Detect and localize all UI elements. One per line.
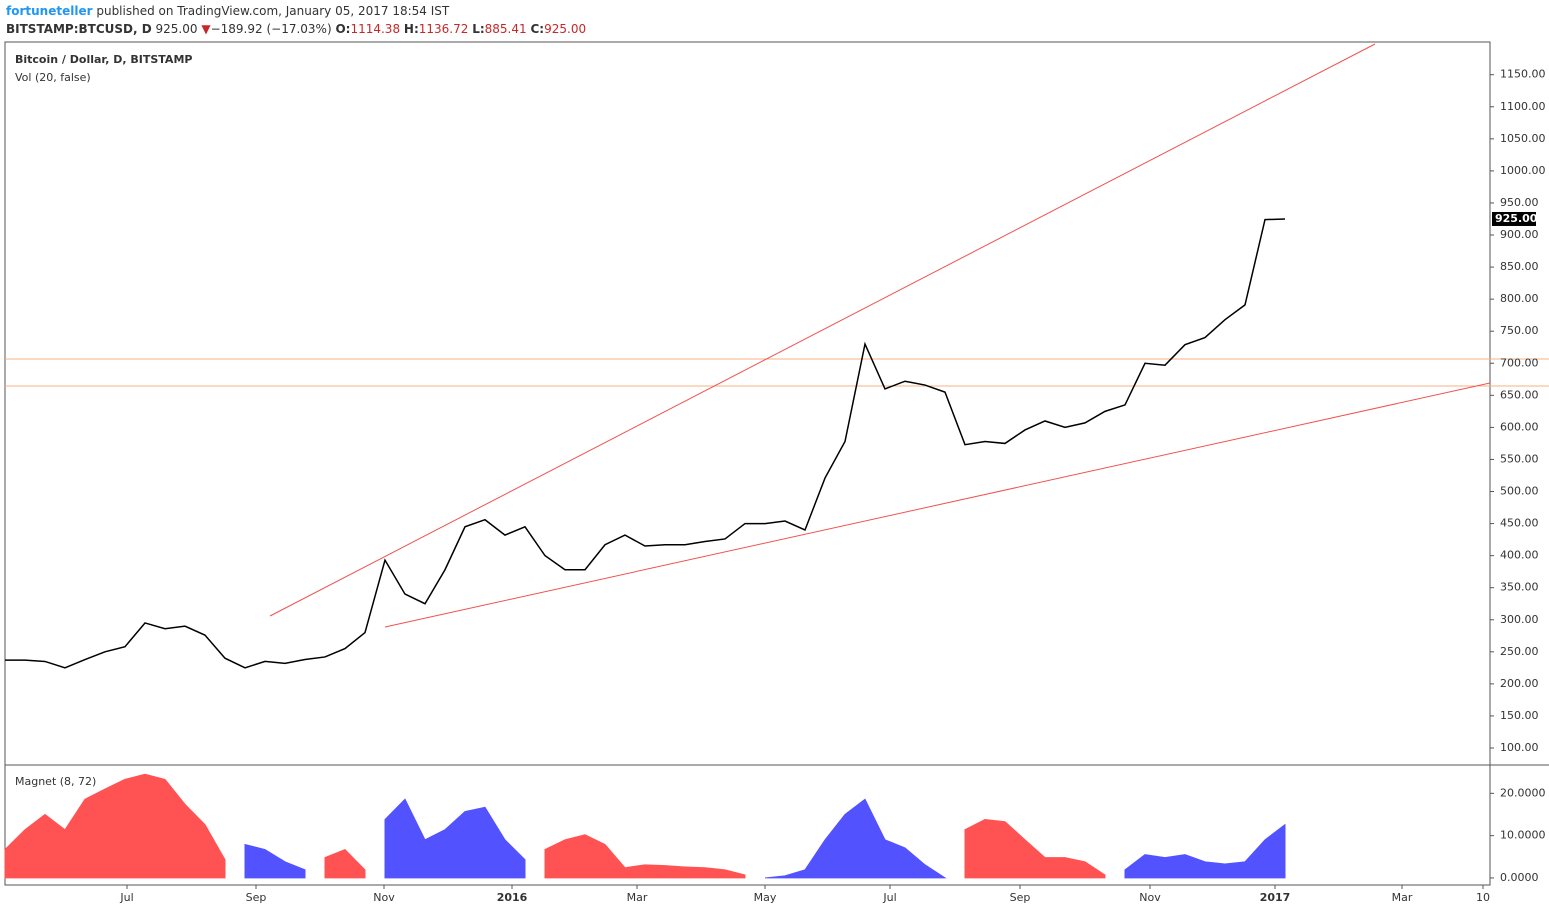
pane-subtitle: Vol (20, false) bbox=[15, 71, 91, 84]
magnet-area bbox=[244, 843, 306, 879]
change: −189.92 (−17.03%) bbox=[211, 22, 332, 36]
y-tick-label: 800.00 bbox=[1500, 292, 1539, 305]
high: 1136.72 bbox=[419, 22, 469, 36]
y-tick-label: 350.00 bbox=[1500, 581, 1539, 594]
x-tick-label: Mar bbox=[1392, 891, 1413, 904]
low: 885.41 bbox=[485, 22, 527, 36]
last: 925.00 bbox=[156, 22, 198, 36]
price-line bbox=[5, 218, 1286, 669]
y-tick-label: 900.00 bbox=[1500, 228, 1539, 241]
pane-title: Bitcoin / Dollar, D, BITSTAMP bbox=[15, 53, 192, 66]
magnet-area bbox=[1124, 823, 1286, 879]
y-tick-label: 100.00 bbox=[1500, 741, 1539, 754]
y-tick-label: 850.00 bbox=[1500, 260, 1539, 273]
y-tick-label: 1100.00 bbox=[1500, 100, 1546, 113]
y-tick-label: 1050.00 bbox=[1500, 132, 1546, 145]
magnet-area bbox=[4, 773, 226, 879]
magnet-area bbox=[384, 798, 526, 879]
h-key: H: bbox=[404, 22, 419, 36]
y-tick-label: 300.00 bbox=[1500, 613, 1539, 626]
x-tick-label: Nov bbox=[373, 891, 395, 904]
frame bbox=[4, 41, 1491, 886]
x-tick-label: 10 bbox=[1476, 891, 1490, 904]
y-tick-label: 1000.00 bbox=[1500, 164, 1546, 177]
c-key: C: bbox=[530, 22, 544, 36]
symbol-line: BITSTAMP:BTCUSD, D 925.00 ▼−189.92 (−17.… bbox=[6, 22, 586, 36]
magnet-area bbox=[324, 849, 366, 879]
x-tick-label: May bbox=[754, 891, 777, 904]
y-tick-label: 750.00 bbox=[1500, 324, 1539, 337]
trend-line bbox=[384, 382, 1491, 628]
symbol: BITSTAMP:BTCUSD, D bbox=[6, 22, 152, 36]
y-tick-label: 500.00 bbox=[1500, 485, 1539, 498]
header-line: fortuneteller published on TradingView.c… bbox=[6, 4, 450, 18]
y-tick-label: 400.00 bbox=[1500, 549, 1539, 562]
y-tick-label: 150.00 bbox=[1500, 709, 1539, 722]
x-tick-label: Jul bbox=[882, 891, 896, 904]
y-tick-label: 650.00 bbox=[1500, 388, 1539, 401]
x-tick-label: Mar bbox=[627, 891, 648, 904]
magnet-area bbox=[544, 834, 746, 879]
y-tick-label: 200.00 bbox=[1500, 677, 1539, 690]
y-tick-label: 450.00 bbox=[1500, 517, 1539, 530]
y-tick-label: 550.00 bbox=[1500, 452, 1539, 465]
x-tick-label: 2016 bbox=[497, 891, 528, 904]
l-key: L: bbox=[472, 22, 484, 36]
published: published on TradingView.com, January 05… bbox=[96, 4, 450, 18]
o-key: O: bbox=[335, 22, 350, 36]
magnet-area bbox=[764, 798, 947, 879]
x-tick-label: Nov bbox=[1139, 891, 1161, 904]
y-tick-label: 20.0000 bbox=[1500, 786, 1546, 799]
trend-line bbox=[269, 43, 1376, 617]
x-tick-label: Sep bbox=[246, 891, 267, 904]
arrow: ▼ bbox=[201, 22, 211, 36]
author[interactable]: fortuneteller bbox=[6, 4, 93, 18]
y-tick-label: 0.0000 bbox=[1500, 871, 1539, 884]
y-tick-label: 10.0000 bbox=[1500, 829, 1546, 842]
y-tick-label: 1150.00 bbox=[1500, 68, 1546, 81]
last-price-label: 925.00 bbox=[1495, 212, 1538, 225]
y-tick-label: 250.00 bbox=[1500, 645, 1539, 658]
x-tick-label: Sep bbox=[1010, 891, 1031, 904]
magnet-area bbox=[964, 819, 1106, 879]
x-tick-label: 2017 bbox=[1260, 891, 1291, 904]
open: 1114.38 bbox=[350, 22, 400, 36]
y-tick-label: 700.00 bbox=[1500, 356, 1539, 369]
pane-title: Magnet (8, 72) bbox=[15, 775, 96, 788]
last-price-box bbox=[1492, 211, 1536, 226]
y-tick-label: 600.00 bbox=[1500, 420, 1539, 433]
y-tick-label: 950.00 bbox=[1500, 196, 1539, 209]
close: 925.00 bbox=[544, 22, 586, 36]
x-tick-label: Jul bbox=[119, 891, 133, 904]
